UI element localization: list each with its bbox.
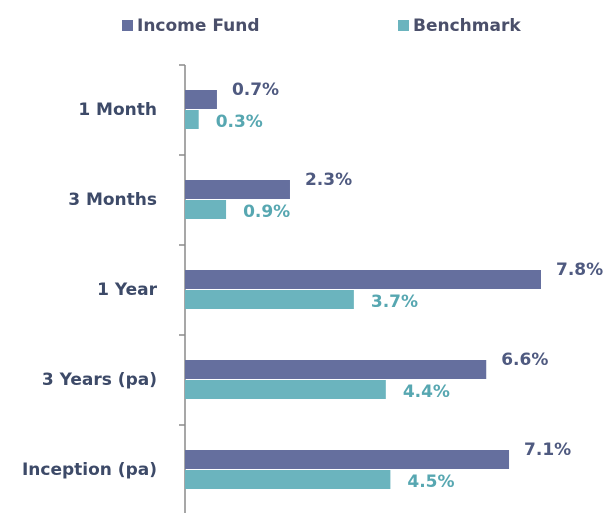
bar [185, 470, 391, 489]
legend-swatch [398, 20, 409, 31]
y-tick-label: Inception (pa) [22, 460, 157, 480]
data-label: 6.6% [501, 350, 548, 370]
data-label: 2.3% [305, 170, 352, 190]
bar [185, 90, 217, 109]
data-label: 7.8% [556, 260, 603, 280]
bar [185, 360, 487, 379]
bar [185, 180, 290, 199]
data-label: 4.5% [407, 472, 454, 492]
bar [185, 450, 510, 469]
y-tick-label: 1 Year [97, 280, 157, 300]
legend-swatch [122, 20, 133, 31]
y-tick-label: 1 Month [78, 100, 157, 120]
data-label: 4.4% [403, 382, 450, 402]
data-label: 0.7% [232, 80, 279, 100]
legend-label: Income Fund [137, 16, 260, 36]
bar [185, 110, 199, 129]
bar [185, 380, 386, 399]
data-label: 7.1% [524, 440, 571, 460]
data-label: 3.7% [371, 292, 418, 312]
y-tick-label: 3 Years (pa) [42, 370, 157, 390]
bar [185, 200, 227, 219]
bar [185, 290, 354, 309]
legend-label: Benchmark [413, 16, 521, 36]
y-tick-label: 3 Months [68, 190, 157, 210]
data-label: 0.3% [216, 112, 263, 132]
bar [185, 270, 541, 289]
data-label: 0.9% [243, 202, 290, 222]
